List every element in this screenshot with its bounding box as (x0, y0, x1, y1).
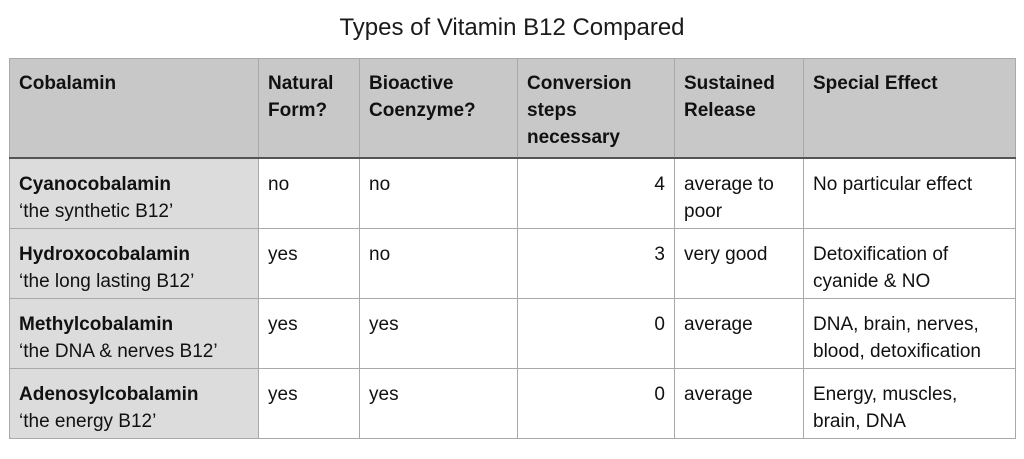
special-effect-cell: No particular effect (803, 157, 1016, 229)
special-effect-cell: Energy, muscles, brain, DNA (803, 367, 1016, 439)
sustained-release-cell: average to poor (674, 157, 804, 229)
sustained-release-cell: average (674, 297, 804, 369)
natural-form-cell: yes (258, 297, 360, 369)
bioactive-coenzyme-cell: yes (359, 297, 518, 369)
cobalamin-name: Cyanocobalamin (19, 174, 172, 195)
cobalamin-cell: Cyanocobalamin ‘the synthetic B12’ (9, 157, 259, 229)
cobalamin-name: Hydroxocobalamin (19, 243, 191, 265)
cobalamin-cell: Adenosylcobalamin ‘the energy B12’ (9, 367, 259, 439)
special-effect-cell: DNA, brain, nerves, blood, detoxificatio… (803, 297, 1016, 369)
table-header-row: Cobalamin Natural Form? Bioactive Coenzy… (9, 58, 1016, 159)
cobalamin-subtitle: ‘the energy B12’ (19, 410, 157, 432)
conversion-steps-cell: 4 (517, 157, 675, 229)
column-header-special-effect: Special Effect (803, 58, 1016, 159)
natural-form-cell: no (258, 157, 360, 229)
sustained-release-cell: average (674, 367, 804, 439)
cobalamin-cell: Methylcobalamin ‘the DNA & nerves B12’ (9, 297, 259, 369)
natural-form-cell: yes (258, 227, 360, 299)
bioactive-coenzyme-cell: yes (359, 367, 518, 439)
conversion-steps-cell: 3 (517, 227, 675, 299)
natural-form-cell: yes (258, 367, 360, 439)
conversion-steps-cell: 0 (517, 367, 675, 439)
bioactive-coenzyme-cell: no (359, 227, 518, 299)
cobalamin-subtitle: ‘the long lasting B12’ (19, 270, 195, 292)
table-row: Hydroxocobalamin ‘the long lasting B12’ … (9, 227, 1016, 299)
table-row: Cyanocobalamin ‘the synthetic B12’ no no… (9, 157, 1016, 229)
cobalamin-subtitle: ‘the DNA & nerves B12’ (19, 340, 218, 362)
column-header-bioactive-coenzyme: Bioactive Coenzyme? (359, 58, 518, 159)
page-title: Types of Vitamin B12 Compared (339, 14, 685, 41)
cobalamin-name: Adenosylcobalamin (19, 383, 199, 405)
conversion-steps-cell: 0 (517, 297, 675, 369)
column-header-conversion-steps: Conversion steps necessary (517, 58, 675, 159)
table-row: Methylcobalamin ‘the DNA & nerves B12’ y… (9, 297, 1016, 369)
column-header-sustained-release: Sustained Release (674, 58, 804, 159)
comparison-table: Cobalamin Natural Form? Bioactive Coenzy… (9, 58, 1016, 439)
table-row: Adenosylcobalamin ‘the energy B12’ yes y… (9, 367, 1016, 439)
cobalamin-subtitle: ‘the synthetic B12’ (19, 201, 174, 222)
column-header-cobalamin: Cobalamin (9, 58, 259, 159)
cobalamin-cell: Hydroxocobalamin ‘the long lasting B12’ (9, 227, 259, 299)
bioactive-coenzyme-cell: no (359, 157, 518, 229)
special-effect-cell: Detoxification of cyanide & NO (803, 227, 1016, 299)
column-header-natural-form: Natural Form? (258, 58, 360, 159)
sustained-release-cell: very good (674, 227, 804, 299)
cobalamin-name: Methylcobalamin (19, 313, 174, 335)
